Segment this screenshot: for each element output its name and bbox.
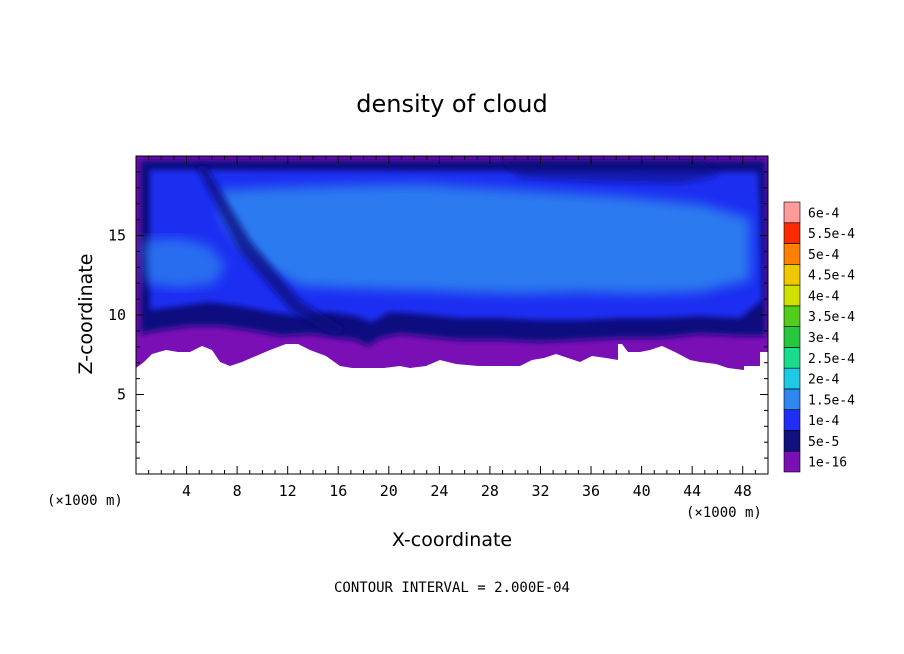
colorbar-label: 2.5e-4: [808, 352, 855, 367]
x-unit-label-left: (×1000 m): [47, 493, 123, 509]
colorbar-label: 3.5e-4: [808, 310, 855, 325]
colorbar: 1e-16 5e-5 1e-4 1.5e-4 2e-4 2.5e-4 3e-4 3.5e-4 4…: [783, 201, 855, 473]
x-tick-label: 20: [380, 482, 398, 500]
colorbar-label: 1e-16: [808, 456, 847, 471]
x-tick-label: 36: [582, 482, 600, 500]
colorbar-swatch: [783, 222, 801, 244]
cloud-top-dark-band: [500, 160, 720, 184]
chart-title: density of cloud: [356, 90, 547, 118]
y-tick-label: 15: [108, 227, 126, 245]
colorbar-label: 5e-5: [808, 435, 839, 450]
colorbar-label: 1e-4: [808, 414, 839, 429]
x-tick-label: 40: [633, 482, 651, 500]
cloud-field: [136, 156, 768, 370]
colorbar-label: 4.5e-4: [808, 269, 855, 284]
x-axis-label: X-coordinate: [392, 529, 512, 551]
colorbar-label: 2e-4: [808, 373, 839, 388]
y-tick-label: 10: [108, 306, 126, 324]
colorbar-swatch: [783, 409, 801, 431]
colorbar-swatch: [783, 450, 801, 473]
x-tick-label: 28: [481, 482, 499, 500]
colorbar-swatch: [783, 305, 801, 327]
colorbar-swatch: [783, 367, 801, 390]
x-axis-ticks: 4 8 12 16 20 24 28 32 36 40 44 48: [148, 156, 756, 500]
colorbar-swatch: [783, 347, 801, 369]
x-tick-label: 24: [430, 482, 448, 500]
colorbar-swatch: [783, 388, 801, 410]
colorbar-swatch: [783, 284, 801, 307]
colorbar-label: 5e-4: [808, 248, 839, 263]
colorbar-label: 3e-4: [808, 331, 839, 346]
colorbar-swatch: [783, 201, 801, 224]
x-tick-label: 16: [329, 482, 347, 500]
x-tick-label: 4: [182, 482, 191, 500]
colorbar-swatch: [783, 430, 801, 452]
colorbar-swatch: [783, 264, 801, 286]
x-unit-label-right: (×1000 m): [686, 505, 762, 521]
x-tick-label: 12: [279, 482, 297, 500]
y-tick-label: 5: [117, 386, 126, 404]
colorbar-swatch: [783, 243, 801, 265]
colorbar-label: 1.5e-4: [808, 393, 855, 408]
colorbar-label: 4e-4: [808, 289, 839, 304]
contour-interval-note: CONTOUR INTERVAL = 2.000E-04: [334, 580, 570, 596]
y-axis-label: Z-coordinate: [75, 254, 97, 375]
x-tick-label: 44: [683, 482, 701, 500]
colorbar-label: 6e-4: [808, 206, 839, 221]
y-axis-ticks: 5 10 15: [108, 171, 768, 459]
cloud-dark-streak: [196, 166, 344, 336]
colorbar-label: 5.5e-4: [808, 227, 855, 242]
cloud-lightblue-left: [142, 238, 226, 288]
x-tick-label: 8: [233, 482, 242, 500]
colorbar-swatch: [783, 326, 801, 348]
cloud-lightblue-region: [218, 184, 750, 294]
x-tick-label: 48: [734, 482, 752, 500]
x-tick-label: 32: [531, 482, 549, 500]
